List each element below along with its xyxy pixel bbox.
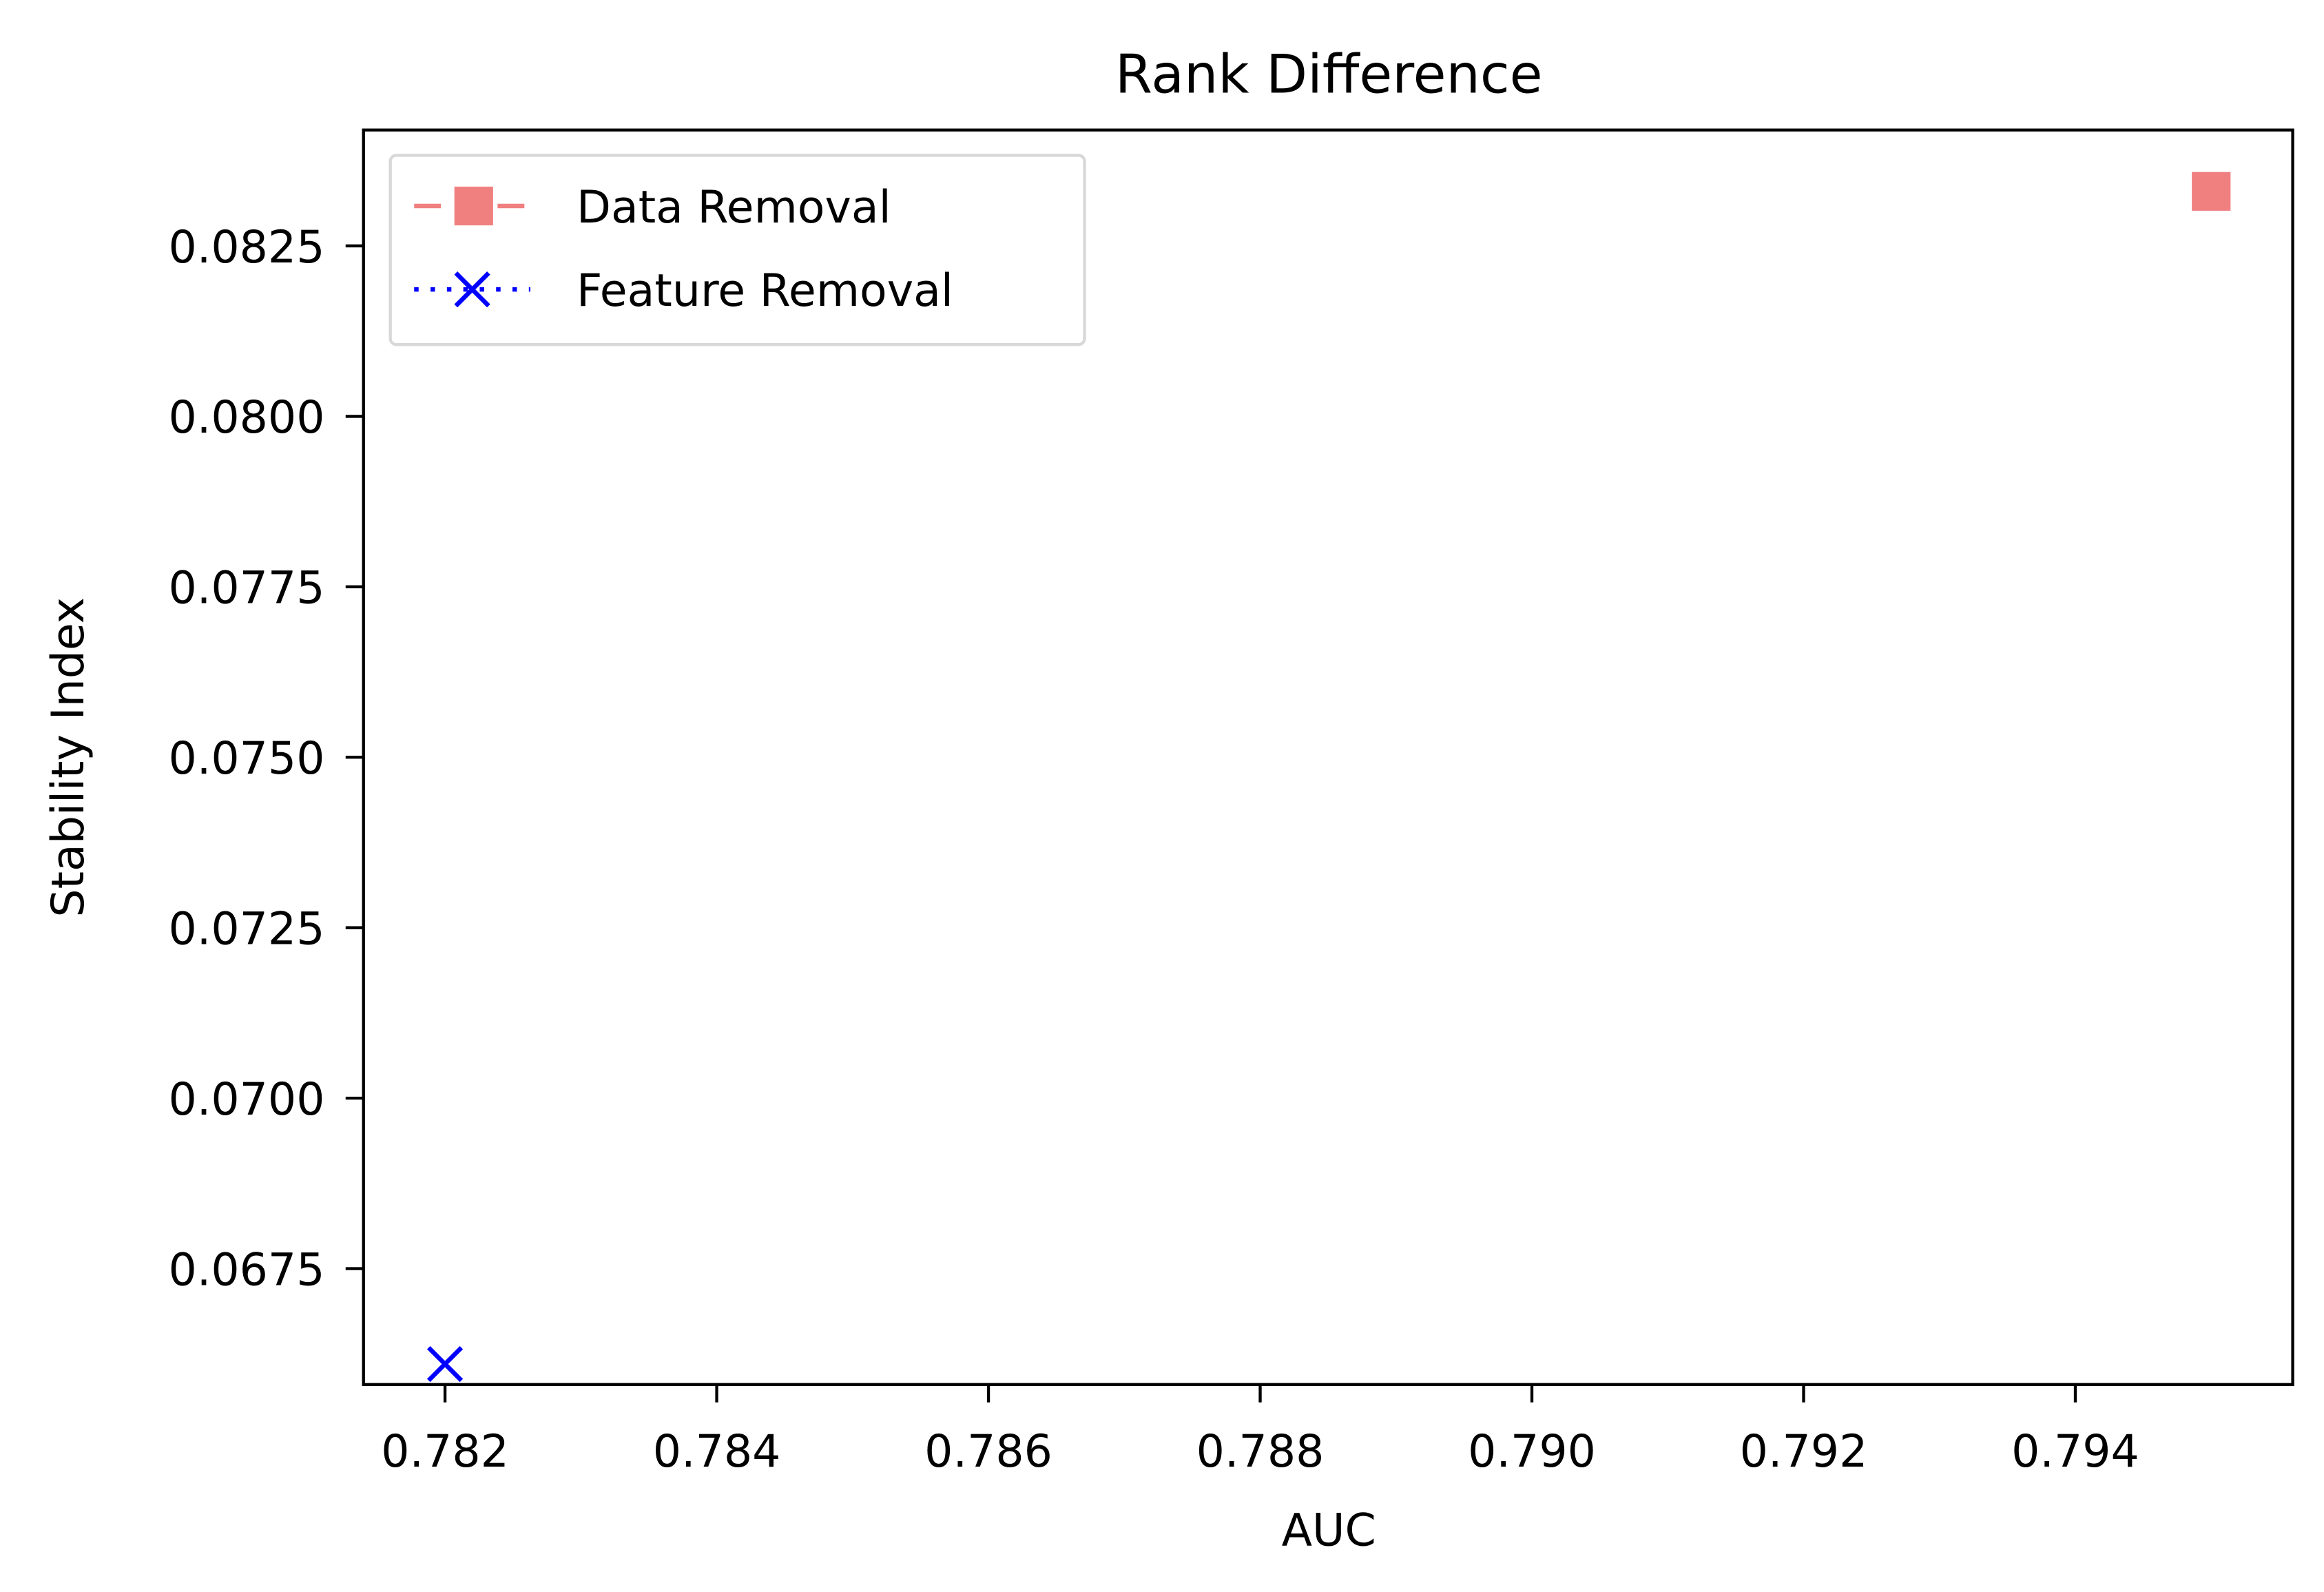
data-point-square — [2192, 172, 2231, 211]
legend-marker-square — [454, 186, 493, 226]
x-tick-label: 0.794 — [2011, 1426, 2139, 1478]
x-tick-label: 0.786 — [924, 1426, 1052, 1478]
y-tick-label: 0.0750 — [168, 733, 324, 785]
x-axis-label: AUC — [1282, 1505, 1376, 1556]
y-axis: 0.0675 0.0700 0.0725 0.0750 0.0775 0.0800 0.08… — [168, 222, 364, 1296]
legend: Data Removal Feature Removal — [388, 154, 1086, 347]
data-point-x — [426, 1346, 464, 1383]
x-tick-label: 0.784 — [653, 1426, 781, 1478]
x-tick-label: 0.792 — [1740, 1426, 1868, 1478]
series-layer — [426, 172, 2231, 1383]
series-data-removal — [2192, 172, 2231, 211]
y-tick-label: 0.0775 — [168, 563, 324, 614]
y-tick-label: 0.0800 — [168, 392, 324, 444]
legend-marker-x — [454, 271, 490, 308]
y-axis-label: Stability Index — [43, 597, 94, 918]
x-tick-label: 0.790 — [1468, 1426, 1596, 1478]
series-feature-removal — [426, 1346, 464, 1383]
y-tick-label: 0.0825 — [168, 222, 324, 273]
legend-item-data-removal: Data Removal — [414, 182, 891, 234]
legend-frame — [388, 154, 1086, 347]
y-tick-label: 0.0725 — [168, 903, 324, 955]
x-tick-label: 0.782 — [381, 1426, 509, 1478]
legend-label-feature-removal: Feature Removal — [577, 265, 953, 317]
legend-item-feature-removal: Feature Removal — [414, 265, 953, 317]
legend-label-data-removal: Data Removal — [577, 182, 891, 234]
y-tick-label: 0.0700 — [168, 1074, 324, 1126]
x-tick-label: 0.788 — [1196, 1426, 1325, 1478]
y-tick-label: 0.0675 — [168, 1244, 324, 1296]
x-axis: 0.782 0.784 0.786 0.788 0.790 0.792 0.794 — [381, 1384, 2139, 1478]
chart-title: Rank Difference — [1115, 44, 1543, 106]
